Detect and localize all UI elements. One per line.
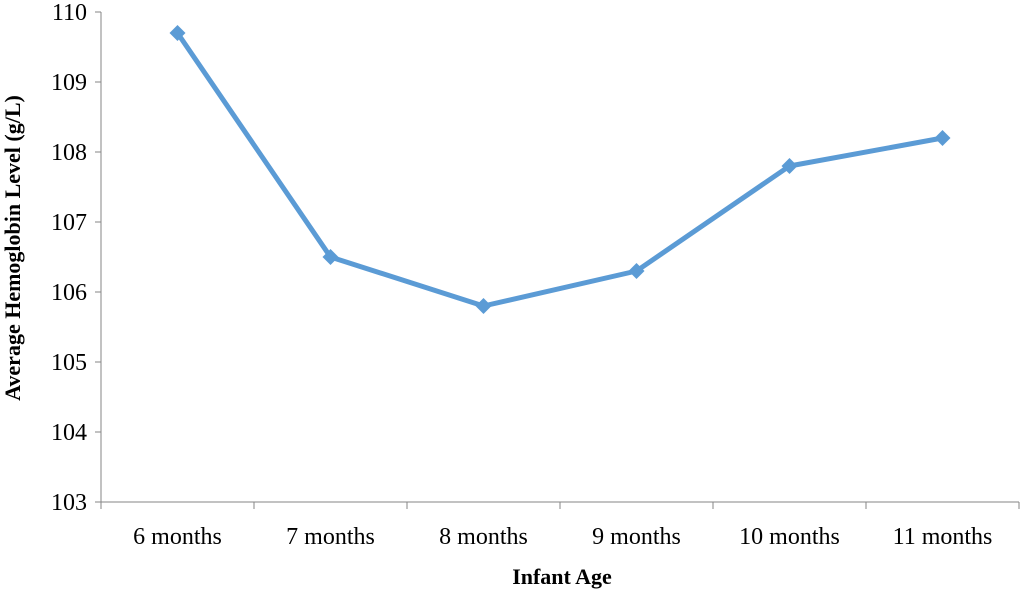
y-tick-label: 104 [51, 420, 87, 446]
y-tick-labels: 103 104 105 106 107 108 109 110 [51, 0, 87, 516]
y-tick-label: 106 [51, 280, 87, 306]
x-tick-label: 6 months [133, 524, 222, 550]
series-group [169, 25, 951, 314]
axes [95, 11, 1020, 509]
x-tick-label: 7 months [286, 524, 375, 550]
data-point [475, 298, 492, 314]
y-tick-label: 105 [51, 350, 87, 376]
y-tick-label: 110 [52, 0, 87, 26]
data-point [169, 25, 186, 41]
x-tick-labels: 6 months 7 months 8 months 9 months 10 month… [133, 524, 992, 550]
data-point [934, 130, 951, 146]
x-tick-label: 10 months [739, 524, 840, 550]
x-tick-label: 8 months [439, 524, 528, 550]
data-point [322, 249, 339, 265]
y-tick-label: 107 [51, 210, 87, 236]
data-point [628, 263, 645, 279]
x-axis-title: Infant Age [512, 564, 612, 589]
data-point [781, 158, 798, 174]
series-line [175, 31, 943, 309]
x-tick-label: 9 months [592, 524, 681, 550]
y-tick-label: 109 [51, 70, 87, 96]
y-axis-title: Average Hemoglobin Level (g/L) [0, 95, 25, 401]
x-tick-label: 11 months [893, 524, 993, 550]
y-tick-label: 108 [51, 140, 87, 166]
y-tick-label: 103 [51, 490, 87, 516]
